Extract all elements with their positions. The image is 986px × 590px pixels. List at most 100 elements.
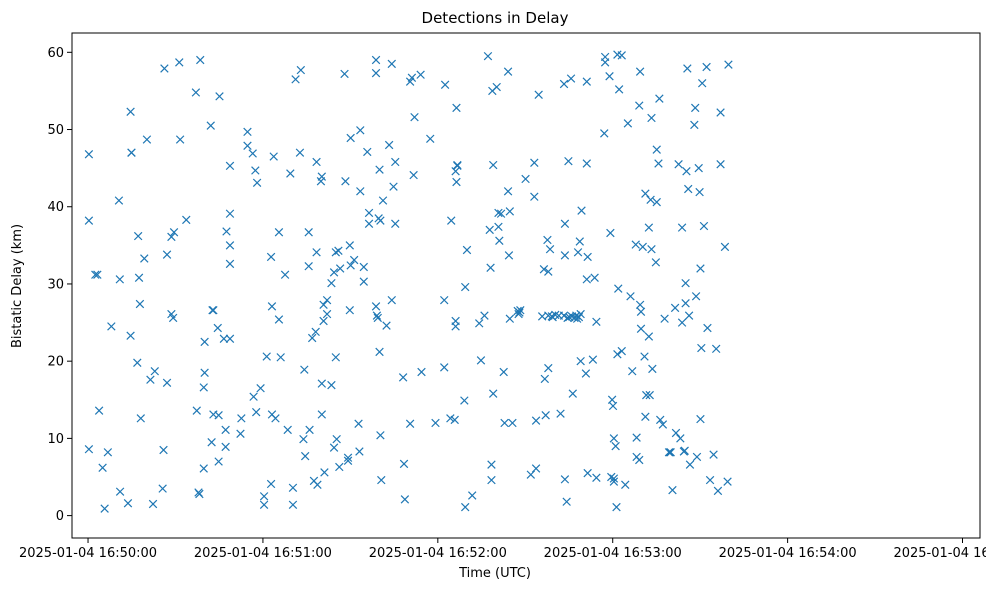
data-point — [605, 72, 614, 81]
data-point — [84, 444, 94, 454]
data-point — [681, 299, 690, 308]
data-point — [577, 206, 586, 215]
data-point — [500, 418, 509, 428]
data-point — [670, 303, 680, 313]
data-point — [103, 448, 113, 457]
data-point — [564, 156, 573, 166]
data-point — [617, 51, 626, 60]
data-point — [677, 223, 687, 232]
data-point — [642, 390, 651, 400]
data-point — [583, 468, 592, 478]
data-point — [291, 75, 300, 84]
data-point — [644, 332, 654, 341]
data-point — [494, 208, 503, 218]
data-point — [697, 78, 707, 88]
data-point — [417, 367, 426, 377]
data-point — [346, 133, 355, 143]
data-point — [674, 160, 683, 169]
data-point — [364, 208, 374, 218]
data-point — [703, 323, 712, 333]
data-point — [699, 221, 709, 231]
data-point — [452, 177, 461, 187]
data-point — [371, 55, 381, 65]
data-point — [331, 248, 341, 257]
data-point — [676, 434, 685, 443]
data-point — [126, 107, 135, 116]
data-point — [249, 392, 258, 401]
data-point — [169, 227, 179, 237]
data-point — [671, 428, 681, 438]
data-point — [207, 438, 216, 447]
data-point — [195, 489, 204, 499]
data-point — [304, 227, 313, 237]
data-point — [322, 309, 332, 319]
data-point — [313, 480, 322, 489]
data-point — [142, 135, 152, 144]
data-point — [319, 300, 328, 310]
data-point — [276, 353, 285, 362]
data-point — [286, 169, 295, 178]
plot-area — [71, 32, 981, 539]
data-point — [694, 163, 703, 173]
y-tick-label: 10 — [47, 432, 64, 447]
data-point — [609, 434, 619, 443]
data-point — [495, 236, 504, 245]
data-point — [329, 268, 339, 277]
data-point — [274, 315, 284, 324]
data-point — [534, 90, 543, 99]
data-point — [359, 262, 369, 272]
data-point — [526, 470, 536, 479]
data-point — [560, 475, 570, 484]
data-point — [225, 161, 235, 171]
data-point — [300, 365, 309, 374]
data-point — [266, 252, 276, 262]
data-point — [267, 302, 277, 311]
data-point — [668, 485, 677, 495]
data-point — [583, 252, 592, 262]
data-point — [440, 80, 450, 89]
data-point — [209, 305, 218, 315]
data-point — [354, 419, 363, 428]
data-point — [600, 129, 609, 138]
data-point — [200, 368, 209, 377]
data-point — [219, 334, 229, 344]
data-point — [371, 68, 381, 78]
y-axis-label: Bistatic Delay (km) — [10, 224, 25, 348]
data-point — [319, 316, 328, 326]
data-point — [716, 160, 725, 169]
data-point — [588, 355, 598, 364]
data-point — [530, 192, 539, 201]
data-point — [296, 65, 306, 75]
data-point — [559, 79, 569, 89]
data-point — [696, 264, 705, 273]
data-point — [158, 484, 167, 493]
x-axis: 2025-01-04 16:50:00 2025-01-04 16:51:00 20… — [19, 538, 986, 561]
data-point — [343, 453, 353, 462]
data-point — [655, 94, 664, 103]
data-point — [175, 58, 184, 67]
data-point — [94, 406, 104, 415]
data-point — [222, 227, 231, 236]
data-point — [266, 479, 276, 489]
data-point — [515, 308, 524, 317]
data-point — [148, 499, 158, 509]
data-point — [483, 51, 493, 61]
data-point — [660, 314, 669, 323]
data-point — [572, 311, 581, 320]
data-point — [345, 241, 355, 250]
data-point — [606, 228, 615, 238]
data-point — [692, 452, 702, 462]
data-point — [312, 157, 321, 167]
data-point — [271, 414, 280, 423]
data-point — [453, 160, 462, 170]
data-point — [349, 255, 359, 265]
data-point — [221, 425, 230, 435]
data-point — [467, 491, 477, 500]
data-point — [611, 441, 620, 451]
data-point — [545, 244, 555, 254]
data-point — [496, 209, 506, 218]
data-point — [508, 418, 517, 428]
data-point — [159, 445, 168, 455]
data-point — [566, 74, 576, 83]
data-point — [600, 58, 610, 67]
